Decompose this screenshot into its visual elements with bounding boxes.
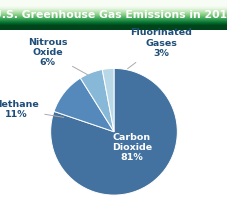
- Text: Methane
11%: Methane 11%: [0, 100, 64, 119]
- Text: Carbon
Dioxide
81%: Carbon Dioxide 81%: [111, 133, 151, 162]
- Text: U.S. Greenhouse Gas Emissions in 2014: U.S. Greenhouse Gas Emissions in 2014: [0, 10, 227, 20]
- Wedge shape: [50, 69, 177, 195]
- Text: Fluorinated
Gases
3%: Fluorinated Gases 3%: [127, 28, 192, 69]
- Text: Nitrous
Oxide
6%: Nitrous Oxide 6%: [28, 38, 87, 75]
- Wedge shape: [80, 70, 114, 132]
- Wedge shape: [54, 78, 114, 132]
- Wedge shape: [102, 69, 114, 132]
